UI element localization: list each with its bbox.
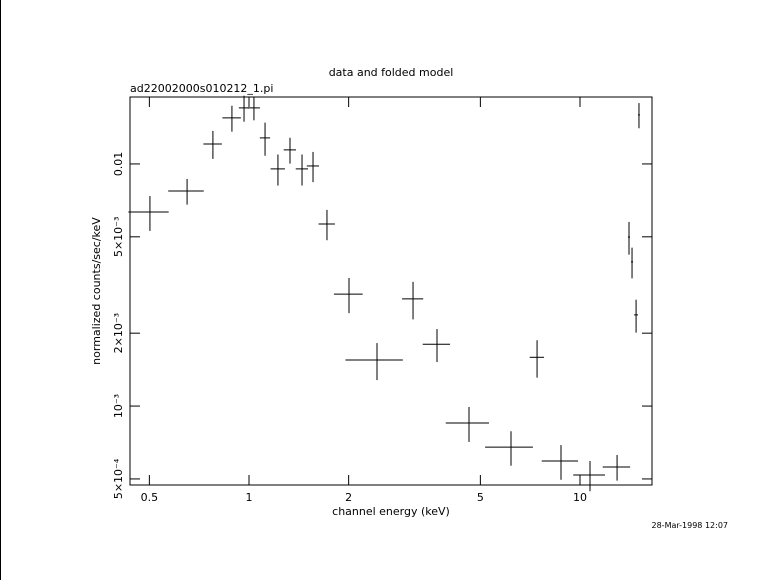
x-axis-label: channel energy (keV) (332, 505, 450, 518)
y-tick-label: 0.01 (112, 152, 125, 177)
y-axis-label: normalized counts/sec/keV (90, 217, 103, 365)
y-tick-label: 10⁻³ (112, 394, 125, 418)
x-tick-label: 2 (345, 491, 352, 504)
timestamp: 28-Mar-1998 12:07 (652, 521, 729, 530)
y-tick-label: 5×10⁻⁴ (112, 458, 125, 499)
chart-title: data and folded model (329, 66, 454, 79)
x-tick-label: 1 (246, 491, 253, 504)
plot-frame (129, 96, 653, 486)
x-tick-label: 0.5 (141, 491, 159, 504)
x-tick-label: 10 (573, 491, 587, 504)
y-tick-label: 5×10⁻³ (112, 217, 125, 257)
x-tick-label: 5 (477, 491, 484, 504)
chart-subtitle: ad22002000s010212_1.pi (130, 82, 273, 95)
y-tick-label: 2×10⁻³ (112, 313, 125, 353)
